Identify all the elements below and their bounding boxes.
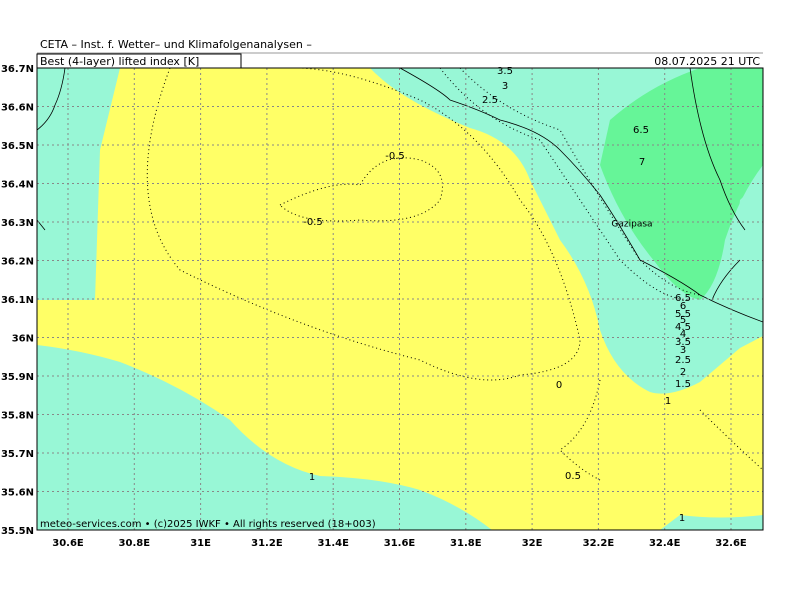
contour-label: 5.5 (675, 309, 691, 320)
contours (146, 67, 764, 481)
parameter: Best (4-layer) lifted index [K] (40, 55, 199, 68)
contour-label: 4.5 (675, 322, 691, 333)
map-frame (36, 67, 764, 531)
lon-label: 32.2E (583, 538, 615, 549)
lon-label: 32.6E (715, 538, 747, 549)
lat-label: 35.8N (1, 411, 34, 422)
lat-label: 36.4N (1, 180, 34, 191)
lon-label: 31E (190, 538, 211, 549)
coastline (36, 67, 764, 323)
lon-label: 32.4E (649, 538, 681, 549)
contour-labels: 3.5 3 2.5 -0.5 -0.5 6.5 7 6.5 6 5.5 5 4.… (303, 66, 691, 524)
contour-label: 2.5 (482, 95, 498, 106)
contour-label: 1.5 (675, 379, 691, 390)
footer: meteo-services.com • (c)2025 IWKF • All … (40, 519, 376, 530)
lat-label: 36.6N (1, 103, 34, 114)
lon-label: 31.4E (317, 538, 349, 549)
contour-label: 3 (502, 81, 508, 92)
contour-label: 6.5 (633, 125, 649, 136)
contour-label: 2.5 (675, 355, 691, 366)
region-green (600, 68, 763, 300)
contour-label: 3 (680, 345, 686, 356)
lat-label: 36.3N (1, 218, 34, 229)
lat-label: 36.1N (1, 295, 34, 306)
contour-label: 2 (680, 367, 686, 378)
contour-label: 3.5 (497, 66, 513, 77)
lat-label: 35.5N (1, 526, 34, 537)
lon-label: 30.6E (52, 538, 84, 549)
grid (37, 68, 763, 530)
contour-label: 5 (680, 315, 686, 326)
contour-label: -0.5 (385, 151, 405, 162)
lat-label: 36.5N (1, 141, 34, 152)
contour-label: 0 (556, 380, 562, 391)
contour-label: 0.5 (565, 471, 581, 482)
lat-label: 36.2N (1, 257, 34, 268)
place-name: Gazipasa (611, 220, 652, 230)
lon-label: 32E (522, 538, 543, 549)
contour-label: 6.5 (675, 293, 691, 304)
contour-label: 1 (665, 396, 671, 407)
lat-label: 35.9N (1, 372, 34, 383)
header-title: CETA – Inst. f. Wetter– und Klimafolgena… (40, 38, 312, 51)
contour-label: 3.5 (675, 337, 691, 348)
lon-label: 31.8E (450, 538, 482, 549)
contour-label: 1 (679, 513, 685, 524)
lat-label: 35.6N (1, 488, 34, 499)
lat-label: 35.7N (1, 449, 34, 460)
datetime: 08.07.2025 21 UTC (654, 55, 760, 68)
lon-label: 31.2E (251, 538, 283, 549)
contour-label: 1 (309, 472, 315, 483)
contour-label: 6 (680, 301, 686, 312)
lat-label: 36.7N (1, 64, 34, 75)
lon-label: 30.8E (119, 538, 151, 549)
lon-label: 31.6E (384, 538, 416, 549)
region-aqua-patch (735, 188, 763, 300)
lat-label: 36N (12, 334, 34, 345)
contour-label: 7 (639, 157, 645, 168)
contour-label: 4 (680, 329, 686, 340)
contour-label: -0.5 (303, 217, 323, 228)
